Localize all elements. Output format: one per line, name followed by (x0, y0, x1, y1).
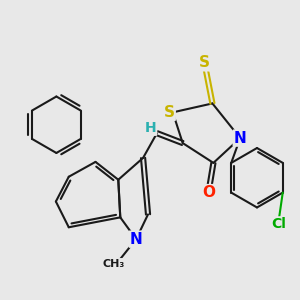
Text: CH₃: CH₃ (102, 259, 124, 269)
Text: N: N (234, 130, 247, 146)
Text: S: S (164, 105, 175, 120)
Text: O: O (202, 185, 215, 200)
Text: Cl: Cl (272, 217, 286, 231)
Text: N: N (130, 232, 142, 247)
Text: H: H (145, 121, 156, 135)
Text: S: S (199, 55, 210, 70)
